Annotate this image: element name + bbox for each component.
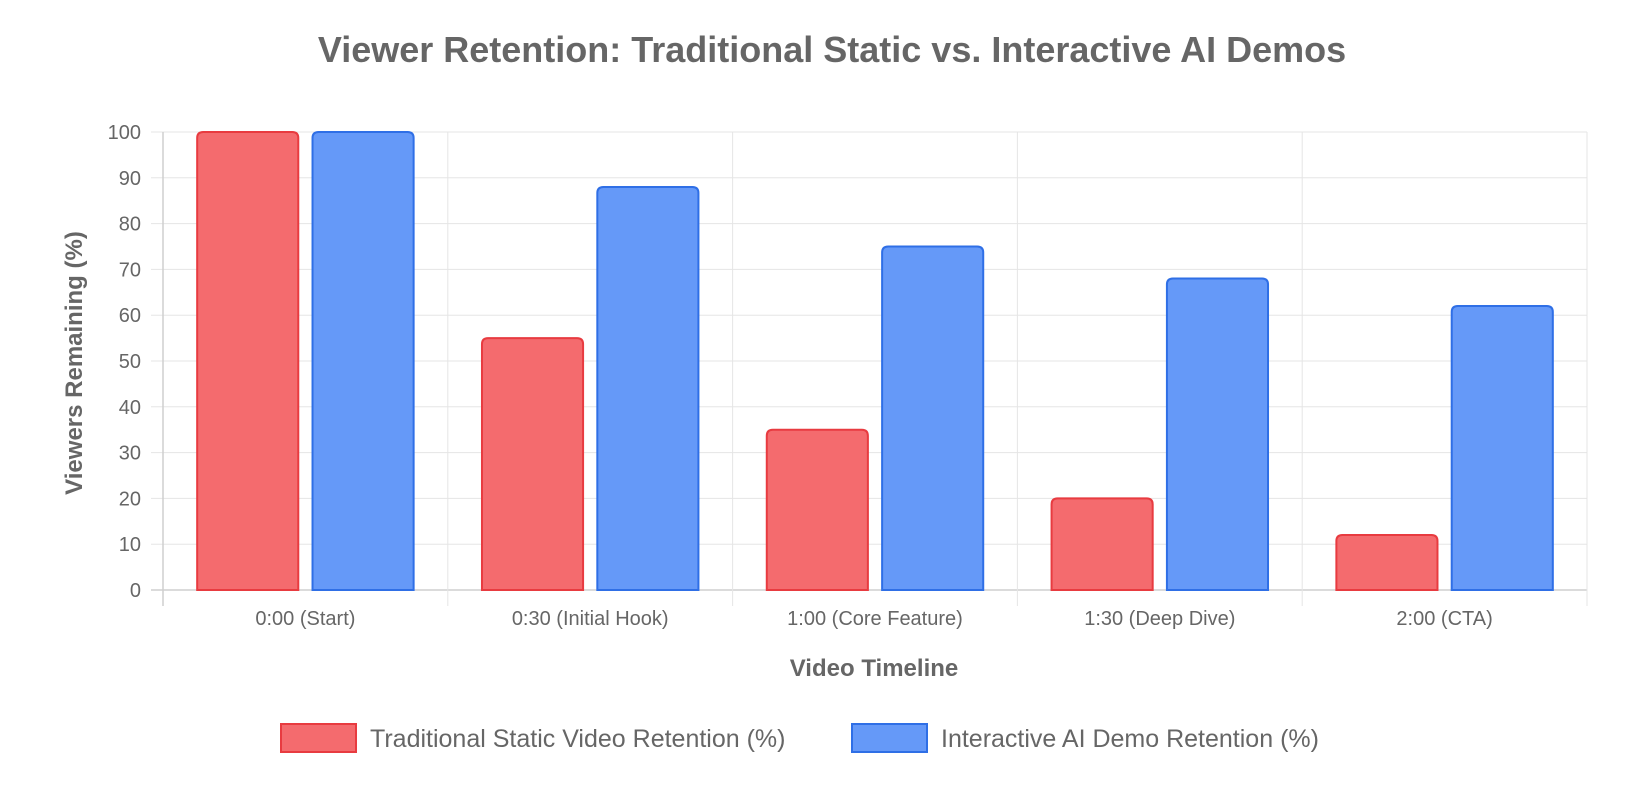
y-tick-label: 80	[119, 214, 141, 236]
x-tick-label: 1:00 (Core Feature)	[787, 608, 963, 630]
y-axis-title: Viewers Remaining (%)	[61, 231, 88, 495]
y-tick-label: 50	[119, 351, 141, 373]
bars	[196, 131, 1554, 591]
y-tick-label: 60	[119, 305, 141, 327]
y-axis-ticks: 0 10 20 30 40 50 60 70 80 90 100	[108, 122, 141, 602]
x-tick-label: 0:00 (Start)	[255, 608, 355, 630]
x-axis-title: Video Timeline	[790, 655, 959, 682]
bar-series-1	[1050, 497, 1154, 591]
bar-series-1	[1335, 534, 1439, 591]
x-tick-label: 1:30 (Deep Dive)	[1084, 608, 1235, 630]
y-tick-label: 100	[108, 122, 141, 144]
bar-series-2	[596, 185, 700, 591]
bar-series-2	[1165, 277, 1270, 591]
y-tick-label: 40	[119, 397, 141, 419]
y-tick-label: 0	[130, 580, 141, 602]
y-tick-label: 30	[119, 443, 141, 465]
legend-label: Interactive AI Demo Retention (%)	[941, 725, 1319, 753]
x-axis-ticks: 0:00 (Start) 0:30 (Initial Hook) 1:00 (Cor…	[255, 608, 1492, 630]
bar-series-2	[1450, 305, 1554, 591]
legend: Traditional Static Video Retention (%) In…	[280, 723, 1319, 753]
bar-series-2	[881, 245, 985, 591]
y-tick-label: 90	[119, 168, 141, 190]
x-tick-label: 0:30 (Initial Hook)	[512, 608, 669, 630]
y-tick-label: 70	[119, 259, 141, 281]
y-tick-label: 20	[119, 488, 141, 510]
bar-series-1	[765, 428, 869, 591]
x-tick-label: 2:00 (CTA)	[1396, 608, 1492, 630]
y-tick-label: 10	[119, 534, 141, 556]
bar-series-2	[311, 131, 415, 591]
bar-series-1	[196, 131, 300, 591]
legend-swatch	[280, 723, 357, 753]
bar-series-1	[480, 337, 585, 591]
legend-swatch	[851, 723, 928, 753]
chart-title: Viewer Retention: Traditional Static vs.…	[318, 29, 1346, 70]
legend-label: Traditional Static Video Retention (%)	[370, 725, 786, 753]
